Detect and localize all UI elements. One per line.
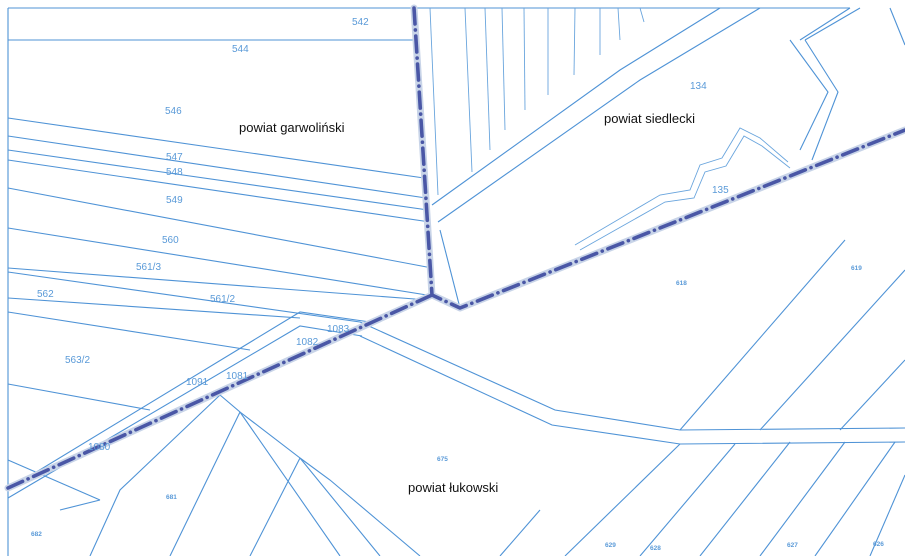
parcel-label-548: 548 [166, 167, 183, 178]
parcel-label-627: 627 [787, 542, 798, 549]
parcel-label-619: 619 [851, 265, 862, 272]
parcel-label-618: 618 [676, 280, 687, 287]
parcel-label-629: 629 [605, 542, 616, 549]
parcel-labels: 542 544 546 547 548 549 560 561/3 561/2 … [31, 17, 884, 552]
parcel-label-1082: 1082 [296, 337, 319, 348]
county-labels: powiat garwoliński powiat siedlecki powi… [239, 111, 695, 495]
parcel-lines-west [7, 7, 850, 556]
parcel-label-1091: 1091 [186, 377, 209, 388]
county-label-siedlecki: powiat siedlecki [604, 111, 695, 126]
parcel-label-547: 547 [166, 152, 183, 163]
parcel-label-546: 546 [165, 106, 182, 117]
parcel-label-681: 681 [166, 494, 177, 501]
parcel-label-562: 562 [37, 289, 54, 300]
parcel-label-675: 675 [437, 456, 448, 463]
parcel-lines-northeast [429, 7, 905, 309]
parcel-label-682: 682 [31, 531, 42, 538]
county-label-garwolinski: powiat garwoliński [239, 120, 345, 135]
parcel-label-628: 628 [650, 545, 661, 552]
parcel-label-135: 135 [712, 185, 729, 196]
parcel-label-1083: 1083 [327, 324, 350, 335]
parcel-label-1081: 1081 [226, 371, 249, 382]
parcel-label-561-2: 561/2 [210, 294, 235, 305]
parcel-label-563-2: 563/2 [65, 355, 90, 366]
county-boundary [4, 4, 905, 492]
county-label-lukowski: powiat łukowski [408, 480, 498, 495]
parcel-label-134: 134 [690, 81, 707, 92]
parcel-label-561-3: 561/3 [136, 262, 161, 273]
parcel-label-1080: 1080 [88, 442, 111, 453]
parcel-label-626: 626 [873, 541, 884, 548]
parcel-label-549: 549 [166, 195, 183, 206]
parcel-label-544: 544 [232, 44, 249, 55]
parcel-label-542: 542 [352, 17, 369, 28]
parcel-label-560: 560 [162, 235, 179, 246]
